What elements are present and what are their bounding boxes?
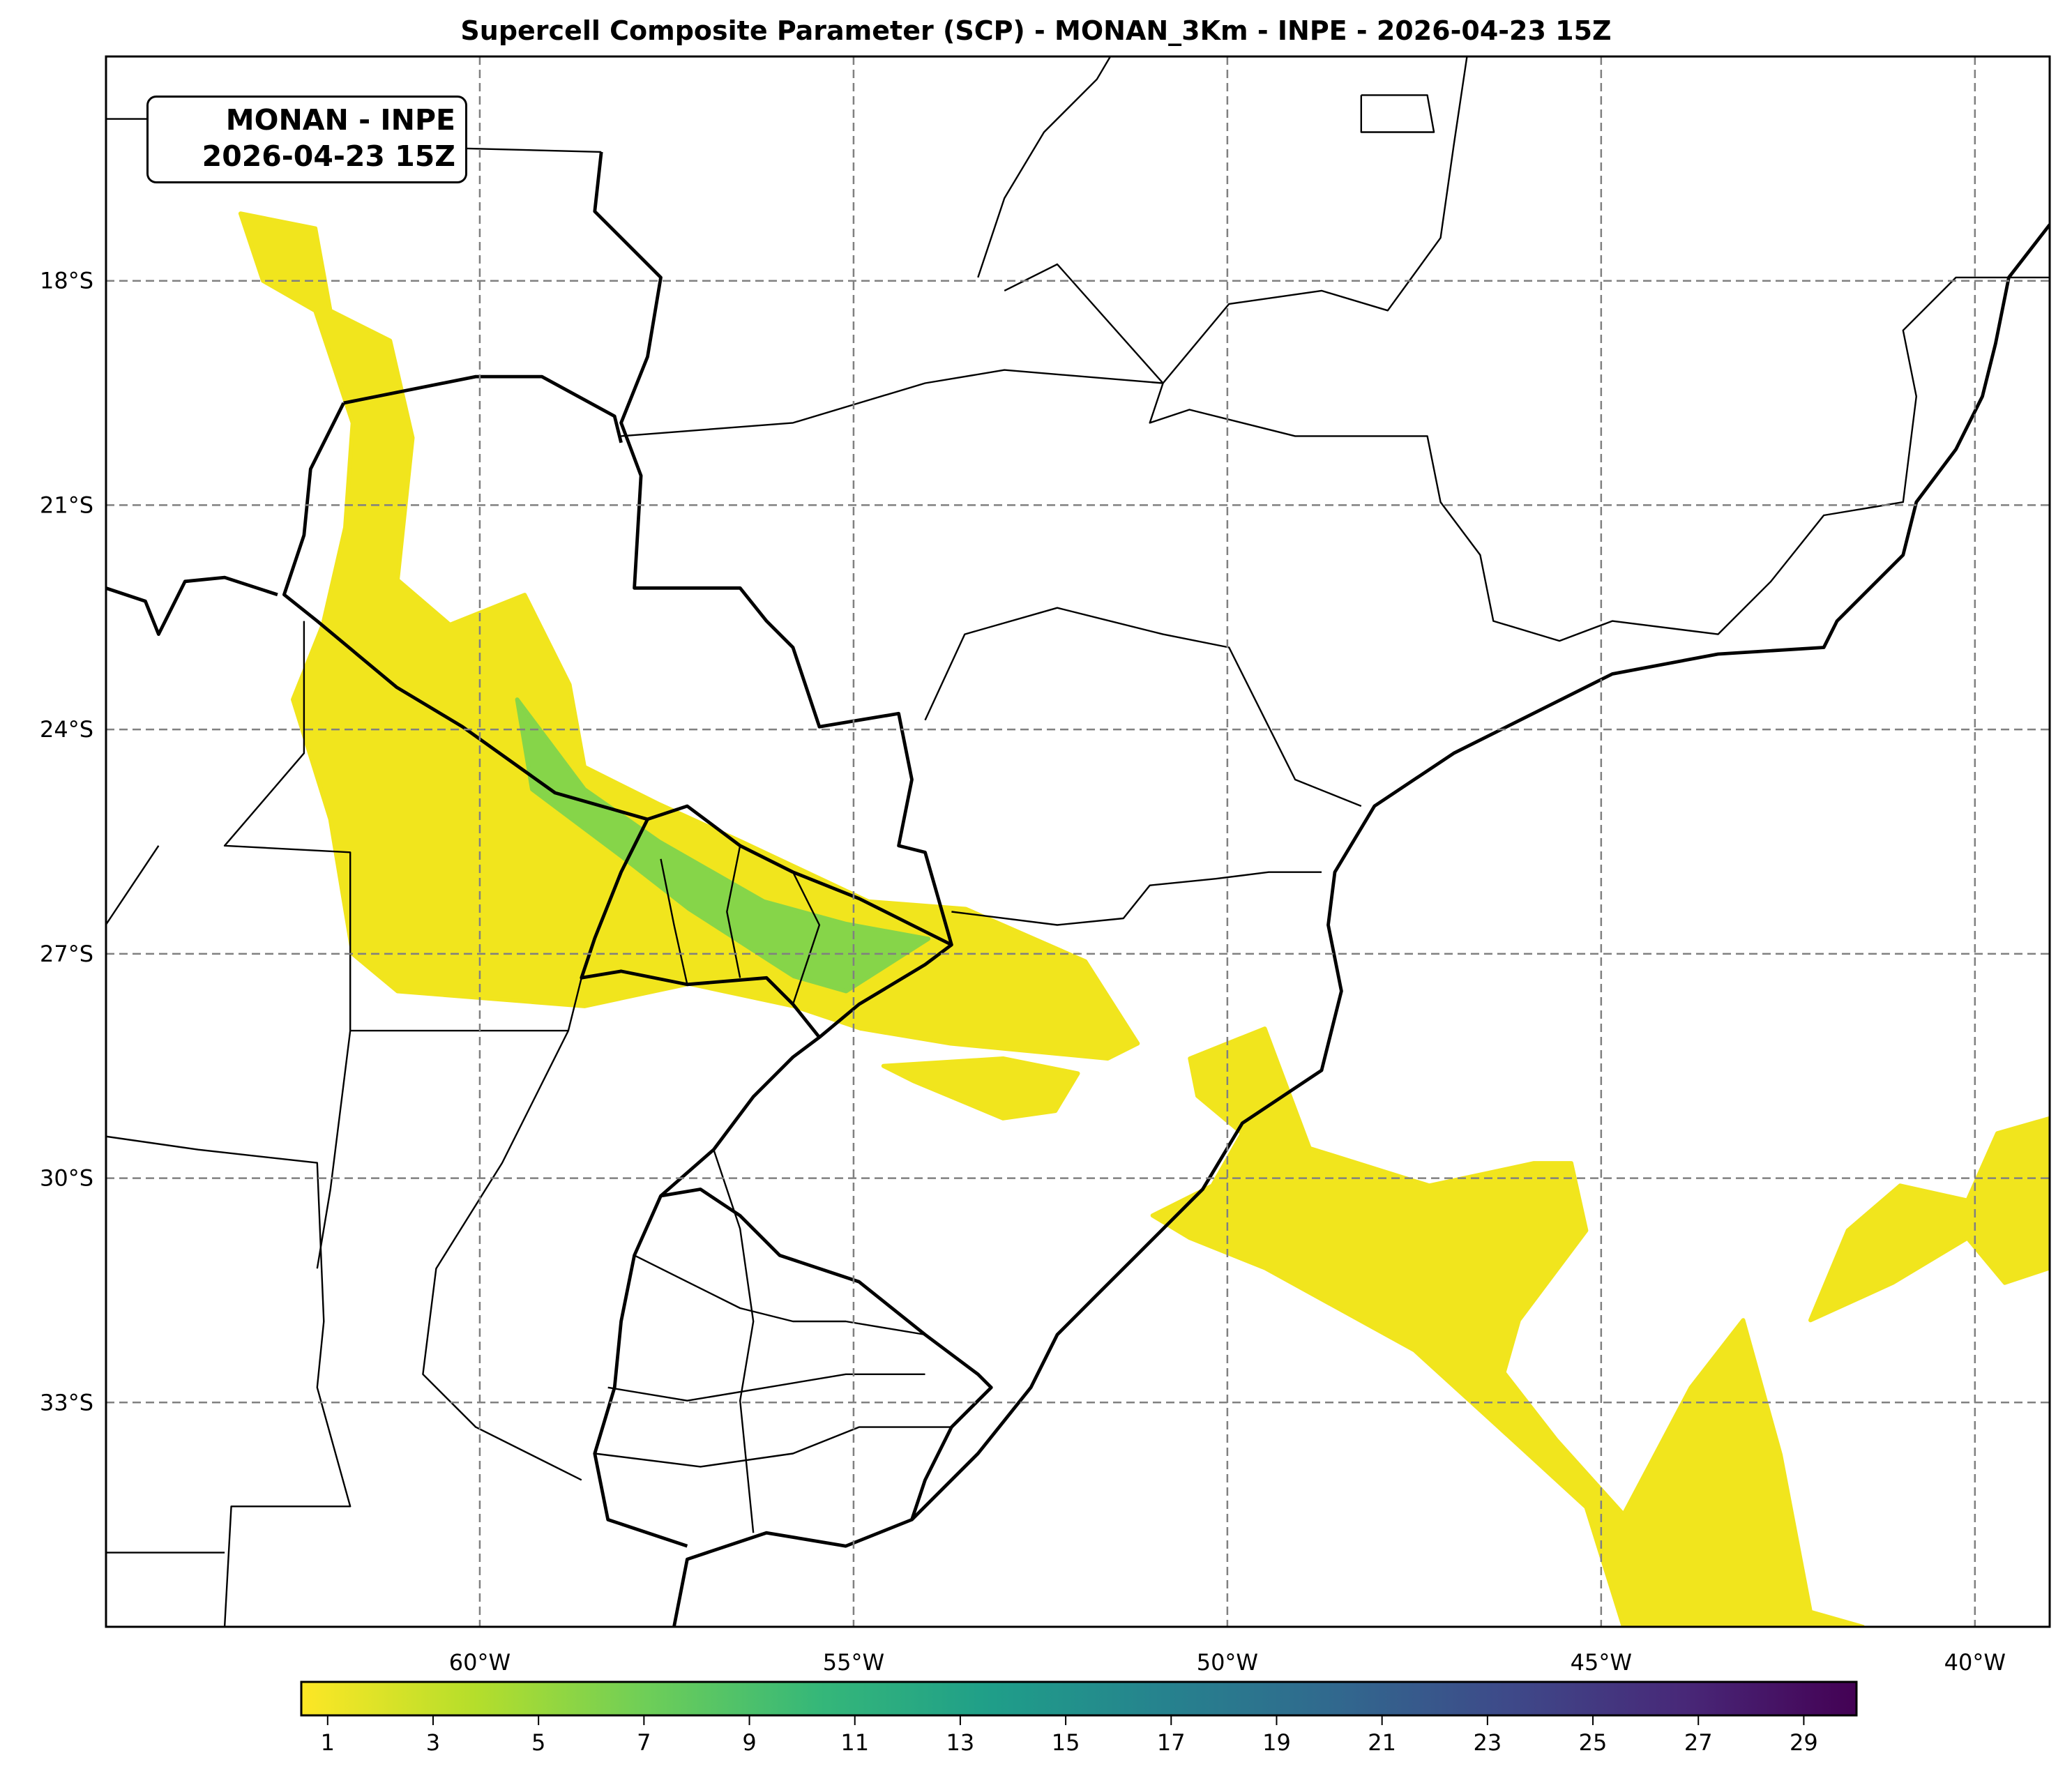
colorbar-tick-label: 11 — [840, 1729, 869, 1756]
colorbar-tick-label: 21 — [1368, 1729, 1396, 1756]
scp-region-rs-north — [881, 1056, 1080, 1121]
state-border — [713, 1149, 755, 1533]
colorbar-tick-label: 29 — [1790, 1729, 1818, 1756]
map-frame — [105, 55, 2051, 1628]
colorbar-tick-label: 1 — [321, 1729, 335, 1756]
coastlines-borders — [106, 56, 2050, 1627]
lat-tick-label: 30°S — [40, 1165, 93, 1192]
colorbar — [300, 1680, 1858, 1717]
info-line-date: 2026-04-23 15Z — [202, 139, 455, 173]
colorbar-tick-label: 3 — [426, 1729, 440, 1756]
state-border — [1004, 56, 1468, 384]
info-box: MONAN - INPE 2026-04-23 15Z — [146, 96, 467, 183]
latitude-labels: 18°S 21°S 24°S 27°S 30°S 33°S — [40, 268, 93, 1416]
colorbar-tick-label: 19 — [1262, 1729, 1291, 1756]
lat-tick-label: 18°S — [40, 268, 93, 294]
lon-tick-label: 55°W — [823, 1649, 884, 1676]
country-border — [343, 374, 623, 443]
country-border — [106, 575, 278, 636]
state-border — [951, 871, 1322, 926]
country-border — [593, 151, 953, 1548]
state-border — [422, 1030, 582, 1481]
colorbar-tick-label: 13 — [946, 1729, 975, 1756]
state-border — [792, 872, 821, 1005]
colorbar-tick-label: 15 — [1052, 1729, 1080, 1756]
state-border — [106, 1135, 351, 1627]
colorbar-tick-label: 5 — [531, 1729, 545, 1756]
country-border — [672, 223, 2050, 1627]
longitude-labels: 60°W 55°W 50°W 45°W 40°W — [449, 1649, 2006, 1676]
lat-tick-label: 27°S — [40, 941, 93, 967]
state-border — [594, 1426, 952, 1468]
state-border — [660, 858, 688, 985]
scp-region-misiones-core — [515, 697, 931, 994]
colorbar-tick-label: 17 — [1157, 1729, 1186, 1756]
colorbar-ticks: 1 3 5 7 9 11 13 15 17 19 21 23 25 27 29 — [321, 1715, 1818, 1756]
lon-tick-label: 60°W — [449, 1649, 511, 1676]
lat-tick-label: 21°S — [40, 492, 93, 518]
scp-field — [238, 211, 2050, 1627]
country-border — [580, 818, 821, 1039]
colorbar-tick-label: 9 — [742, 1729, 756, 1756]
scp-region-chaco-parana-band — [238, 211, 1140, 1061]
country-border — [282, 402, 953, 947]
colorbar-tick-label: 25 — [1579, 1729, 1608, 1756]
state-border — [977, 56, 1111, 278]
scp-region-atlantic-east — [1808, 1116, 2050, 1323]
state-border — [634, 1254, 925, 1336]
state-border — [621, 369, 1163, 437]
colorbar-tick-label: 27 — [1684, 1729, 1713, 1756]
state-border — [1360, 94, 1435, 133]
state-border — [924, 607, 1362, 807]
lon-tick-label: 50°W — [1197, 1649, 1258, 1676]
country-border — [660, 1188, 993, 1521]
map-title: Supercell Composite Parameter (SCP) - MO… — [460, 15, 1612, 46]
colorbar-tick-label: 23 — [1473, 1729, 1502, 1756]
colorbar-tick-label: 7 — [637, 1729, 651, 1756]
info-line-model: MONAN - INPE — [225, 103, 455, 137]
lat-tick-label: 24°S — [40, 716, 93, 743]
state-border — [726, 845, 741, 978]
state-border — [607, 1373, 925, 1402]
lon-tick-label: 45°W — [1571, 1649, 1632, 1676]
scp-region-atlantic-band — [1150, 1026, 1865, 1627]
state-border — [1149, 276, 2050, 642]
gridlines — [106, 56, 2050, 1627]
lat-tick-label: 33°S — [40, 1389, 93, 1416]
state-border — [316, 1030, 351, 1269]
state-border — [106, 845, 160, 926]
lon-tick-label: 40°W — [1944, 1649, 2006, 1676]
